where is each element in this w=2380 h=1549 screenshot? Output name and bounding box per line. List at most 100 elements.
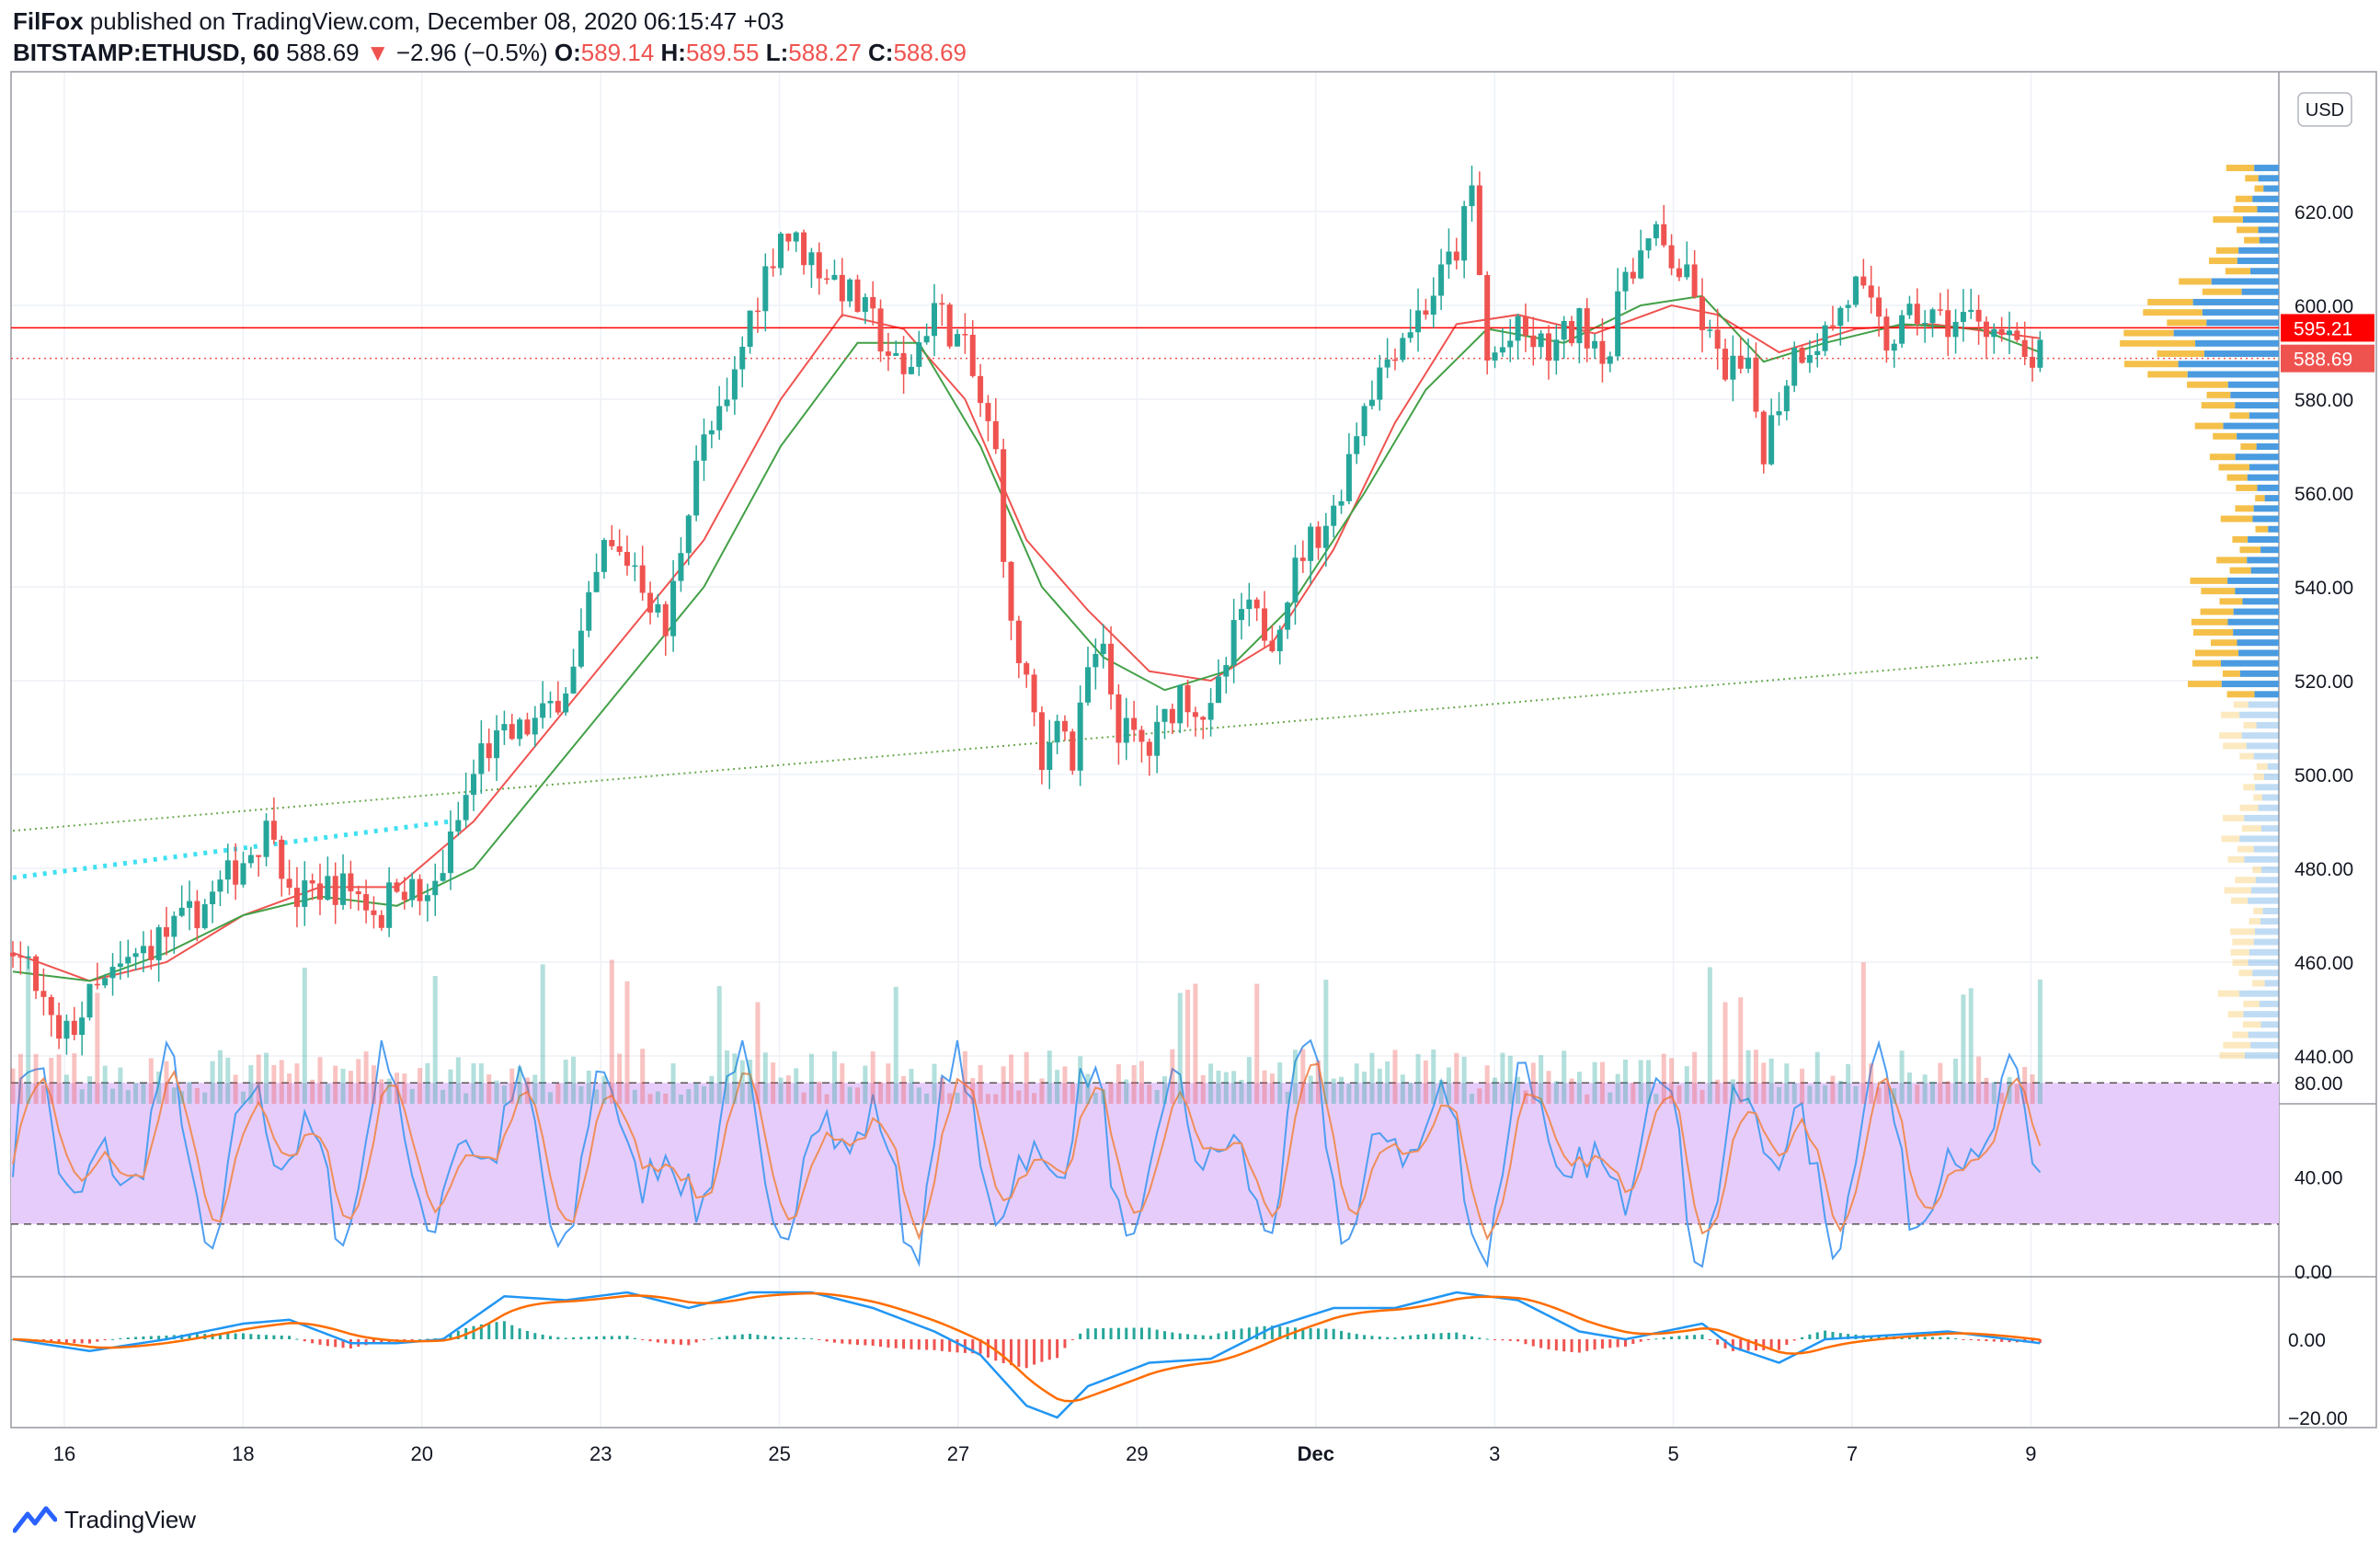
volume-bar [1001,1066,1006,1104]
macd-histogram-bar [1716,1339,1720,1345]
author-name[interactable]: FilFox [13,7,84,35]
profile-bar-up [2248,536,2279,543]
profile-bar-down [2244,236,2260,244]
candle-body [1061,720,1068,732]
profile-bar-down [2200,608,2234,615]
macd-histogram-bar [410,1339,414,1340]
profile-bar-up [2256,443,2279,451]
candle-body [1561,320,1567,340]
price-chart[interactable]: 440.00460.00480.00500.00520.00540.00560.… [0,0,2380,1490]
candle-body [201,904,208,929]
ma-slow-line [12,304,2041,982]
candle-body [1876,297,1882,317]
brand-name: TradingView [64,1505,197,1533]
price-tick-label: 460.00 [2294,953,2353,974]
volume-bar [310,1079,315,1104]
volume-bar [1254,983,1260,1104]
candle-body [1331,505,1337,526]
profile-bar-up [2259,1000,2279,1007]
macd-histogram-bar [1647,1339,1651,1340]
macd-histogram-bar [1109,1327,1113,1339]
macd-histogram-bar [1992,1339,1996,1342]
volume-bar [1446,1067,1451,1104]
macd-histogram-bar [740,1334,744,1339]
volume-bar [1292,1050,1298,1104]
macd-histogram-bar [1824,1330,1827,1339]
macd-histogram-bar [1516,1339,1520,1342]
volume-bar [87,1076,92,1104]
profile-bar-up [2204,350,2279,358]
candle-body [724,399,730,407]
volume-bar [978,1064,983,1104]
profile-bar-up [2233,628,2279,636]
profile-bar-up [2250,1041,2279,1049]
volume-bar [10,1068,16,1104]
profile-bar-down [2233,205,2258,212]
candle-body [409,878,416,901]
volume-bar [1277,1062,1283,1104]
volume-bar [1124,1079,1129,1104]
profile-bar-down [2252,866,2262,874]
profile-bar-up [2227,577,2279,584]
macd-histogram-bar [449,1334,452,1339]
volume-bar [1883,1081,1889,1104]
volume-bar [264,1052,269,1104]
candle-body [609,540,615,546]
volume-bar [1431,1050,1436,1104]
time-axis[interactable]: 16 18 20 23 25 27 29 Dec 3 5 7 9 [53,1442,2037,1465]
macd-histogram-bar [1847,1334,1850,1339]
macd-histogram-bar [832,1339,836,1343]
candle-body [662,603,669,637]
tradingview-brand[interactable]: TradingView [13,1501,196,1538]
macd-histogram-bar [602,1336,606,1339]
volume-bar [1592,1061,1597,1104]
macd-histogram-bar [656,1339,659,1343]
candle-body [486,743,492,759]
candle-body [286,878,292,889]
candle-body [1415,310,1422,333]
macd-histogram-bar [1332,1328,1335,1339]
volume-bar [1300,1049,1306,1104]
candle-body [685,515,692,554]
macd-histogram-bar [303,1339,306,1342]
candle-body [1638,250,1644,279]
candle-body [263,820,269,857]
profile-bar-down [2255,525,2269,533]
profile-bar-down [2209,453,2236,461]
profile-bar-down [2226,474,2248,481]
macd-histogram-bar [88,1339,91,1344]
price-axis[interactable]: 440.00 460.00 480.00 500.00 520.00 540.00 560.… [2281,202,2374,1429]
last-price: 588.69 [286,39,360,66]
candle-body [164,927,169,937]
candle-body [1714,329,1721,350]
volume-bar [125,1089,131,1104]
candle-body [1169,708,1175,724]
profile-bar-down [2194,422,2224,430]
candle-body [401,891,407,901]
macd-histogram-bar [1455,1332,1459,1339]
volume-bar [1915,1084,1920,1104]
volume-bar [702,1085,706,1104]
volume-bar [693,1083,699,1104]
profile-bar-up [2248,701,2279,708]
volume-bar [1553,1081,1559,1104]
volume-bar [1331,1078,1336,1104]
candle-body [1024,662,1030,675]
profile-bar-up [2178,361,2279,368]
currency-label[interactable]: USD [2306,100,2344,120]
profile-bar-up [2257,205,2279,212]
volume-bar [371,1065,376,1104]
macd-histogram-bar [1624,1339,1627,1347]
volume-bar [1753,1050,1758,1104]
candle-body [171,915,177,937]
volume-bar [1239,1079,1244,1104]
currency-button[interactable]: USD [2297,92,2352,127]
volume-bar [356,1059,361,1104]
profile-bar-up [2248,948,2279,956]
profile-bar-up [2235,588,2279,595]
volume-bar [1738,997,1744,1104]
macd-histogram-bar [288,1336,292,1339]
profile-bar-down [2223,814,2245,821]
candle-body [517,719,523,740]
profile-bar-up [2239,990,2279,997]
